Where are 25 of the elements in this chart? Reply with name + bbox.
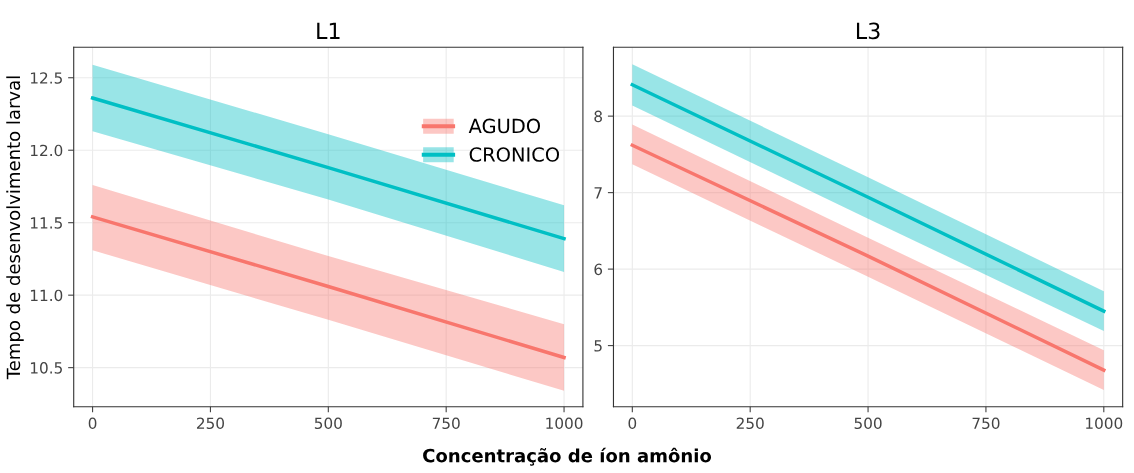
x-tick-label: 1000 (1086, 417, 1123, 430)
y-tick-label: 11.0 (30, 289, 63, 302)
x-tick-label: 500 (854, 417, 882, 430)
y-tick-label: 12.5 (30, 72, 62, 84)
x-tick-label: 500 (314, 417, 342, 430)
y-tick-label: 6 (594, 263, 603, 276)
y-tick-label: 11.5 (30, 217, 62, 229)
x-tick-label: 750 (972, 417, 1000, 430)
y-tick-label: 8 (594, 110, 602, 123)
x-tick-label: 0 (628, 417, 637, 430)
y-tick-label: 12.0 (30, 144, 63, 157)
chart-title: L1 (317, 22, 340, 39)
x-tick-label: 750 (432, 417, 460, 430)
y-axis-title: Tempo de desenvolvimento larval (6, 76, 24, 380)
y-tick-label: 7 (594, 187, 602, 199)
x-tick-label: 0 (88, 417, 97, 430)
x-tick-label: 250 (196, 417, 224, 430)
y-tick-label: 10.5 (30, 362, 62, 374)
x-tick-label: 1000 (546, 417, 583, 430)
legend-label: CRONICO (469, 147, 560, 162)
x-tick-label: 250 (736, 417, 764, 430)
legend-label: AGUDO (468, 118, 541, 134)
x-axis-title: Concentração de íon amônio (423, 447, 712, 466)
y-tick-label: 5 (594, 340, 602, 352)
chart-title: L3 (856, 22, 880, 40)
